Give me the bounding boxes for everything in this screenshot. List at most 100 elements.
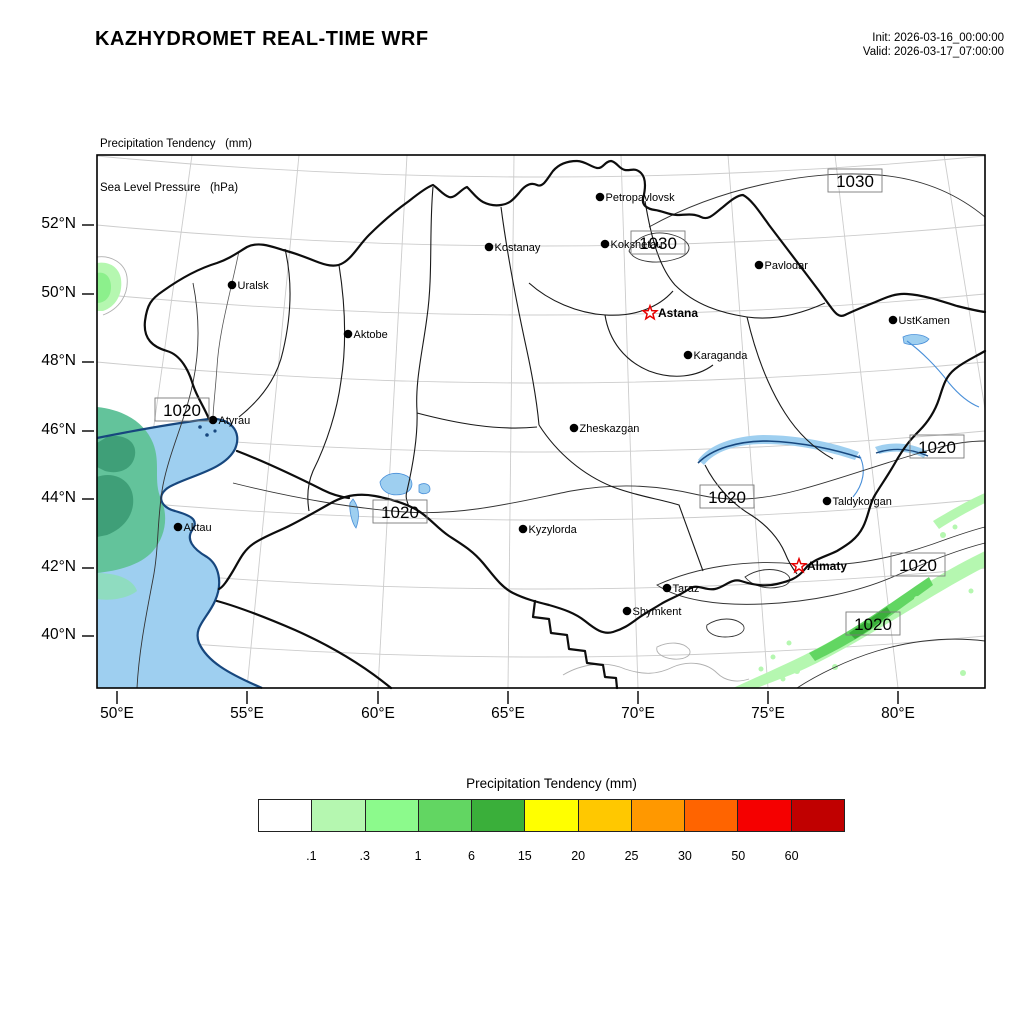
run-times: Init: 2026-03-16_00:00:00 Valid: 2026-03… [863,31,1004,59]
city-label: Kyzylorda [529,524,578,536]
pressure-label-text: 1030 [836,172,874,191]
colorbar-tick-label: .1 [306,849,317,863]
pressure-label-box [154,397,210,422]
lakes [349,334,930,529]
city-dot-marker [343,329,353,339]
precip-over-sea [97,407,166,600]
city-label: Aktobe [354,329,388,341]
lat-axis-label: 40°N [41,626,76,643]
pressure-label-text: 1020 [381,503,419,522]
colorbar-cell [312,800,366,831]
lake-balkhash-east [875,443,927,458]
lat-axis-label: 50°N [41,284,76,301]
lat-axis-label: 42°N [41,558,76,575]
lon-axis-label: 65°E [491,705,525,722]
lon-axis-label: 75°E [751,705,785,722]
oblast-borders [238,186,834,575]
field-labels: Precipitation Tendency (mm) Sea Level Pr… [100,108,252,224]
city-label: Pavlodar [765,260,809,272]
city-dot-marker [683,350,693,360]
city-dot-marker [888,315,898,325]
slp-field-label: Sea Level Pressure (hPa) [100,181,239,194]
init-time: Init: 2026-03-16_00:00:00 [872,32,1004,44]
lat-axis-label: 48°N [41,352,76,369]
city-dot-marker [662,583,672,593]
city-label: Atyrau [219,415,251,427]
city-label: Uralsk [238,280,270,292]
lon-axis-label: 60°E [361,705,395,722]
colorbar-tick-label: .3 [359,849,370,863]
aral-lake [379,472,413,496]
colorbar [258,799,845,832]
rivers [212,250,240,420]
colorbar-tick-label: 15 [517,849,532,863]
pressure-label-text: 1030 [639,234,677,253]
city-label: Aktau [184,522,212,534]
colorbar-cell [525,800,579,831]
precip-land-patches [97,262,985,688]
colorbar-cell [418,800,473,831]
pressure-label-text: 1020 [899,556,937,575]
city-label: Petropavlovsk [606,192,676,204]
lon-axis-label: 55°E [230,705,264,722]
lon-axis-label: 70°E [621,705,655,722]
city-label: Kostanay [495,242,541,254]
pressure-label-text: 1020 [918,438,956,457]
lake-balkhash [698,435,859,465]
city-dot-marker [822,496,832,506]
city-dot-marker [569,423,579,433]
colorbar-tick-label: 50 [731,849,746,863]
city-label: Zheskazgan [580,423,640,435]
city-dot-marker [484,242,494,252]
city-dot-marker [754,260,764,270]
lat-axis-label: 44°N [41,489,76,506]
pressure-label-box [372,499,428,524]
capital-star-marker [790,556,808,574]
pressure-label-text: 1020 [854,615,892,634]
city-dot-marker [595,192,605,202]
city-label: Taldykorgan [833,496,892,508]
lat-axis-label: 46°N [41,421,76,438]
city-dot-marker [208,415,218,425]
precip-field-label: Precipitation Tendency (mm) [100,138,252,150]
aral-lake-sliver [349,498,359,529]
colorbar-cell [578,800,632,831]
zaysan-lake [902,334,930,346]
colorbar-cell [365,800,419,831]
city-dot-marker [227,280,237,290]
city-label: Kokshetau [611,239,663,251]
axis-ticks [82,224,899,704]
city-label: Taraz [673,583,700,595]
colorbar-cell [631,800,686,831]
colorbar-cell [685,800,739,831]
city-dot-marker [600,239,610,249]
city-markers: Petropavlovsk Kostanay Kokshetau Pavlodar Ur… [173,192,950,618]
colorbar-tick-label: 60 [784,849,799,863]
graticule [96,154,986,689]
map-frame [82,154,986,704]
pressure-labels: 1030 1030 1020 1020 1020 1020 1020 1020 [154,168,965,636]
small-lake [418,483,431,495]
city-dot-marker [622,606,632,616]
pressure-label-text: 1020 [163,401,201,420]
pressure-label-box [845,611,901,636]
colorbar-cell [791,800,844,831]
pressure-label-box [909,434,965,459]
precip-outline-contours [96,256,750,682]
colorbar-tick-label: 20 [571,849,586,863]
lat-axis-label: 52°N [41,215,76,232]
colorbar-tick-label: 30 [677,849,692,863]
pressure-label-box [630,230,686,255]
colorbar-tick-label: 25 [624,849,639,863]
colorbar-tick-label: 1 [414,849,422,863]
pressure-label-box [890,552,946,577]
pressure-label-box [699,484,755,509]
coastlines [96,340,980,690]
city-dot-marker [518,524,528,534]
pressure-label-box [827,168,883,193]
colorbar-cell [738,800,792,831]
city-label: Astana [658,306,698,320]
page-title: KAZHYDROMET REAL-TIME WRF [95,28,429,50]
pressure-label-text: 1020 [708,488,746,507]
